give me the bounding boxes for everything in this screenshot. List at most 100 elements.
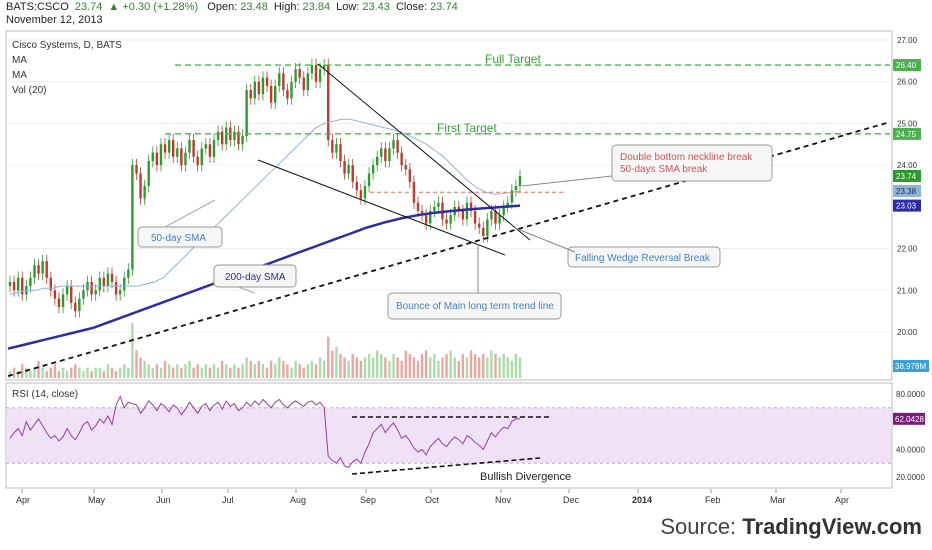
main-pane[interactable] — [5, 30, 893, 381]
volume-bar — [302, 367, 305, 378]
candle-body — [241, 135, 244, 145]
double-bottom-callout — [611, 144, 773, 182]
volume-bar — [110, 367, 114, 378]
candle-body — [82, 290, 85, 299]
bounce-text: Bounce of Main long term trend line — [396, 301, 554, 312]
rsi-line — [9, 395, 521, 468]
volume-bar — [506, 357, 509, 378]
candle-body — [123, 277, 126, 291]
candle-body — [176, 148, 179, 157]
volume-bar — [274, 364, 277, 378]
full-target-label: Full Target — [485, 52, 541, 66]
candle-body — [118, 290, 122, 295]
bullish-divergence-label: Bullish Divergence — [480, 471, 571, 483]
last-price: 23.74 — [74, 1, 103, 13]
candle-body — [98, 277, 101, 291]
candle-body — [400, 152, 403, 166]
close-value: 23.74 — [430, 1, 458, 13]
candle-body — [396, 140, 399, 153]
volume-bar — [388, 360, 391, 378]
rsi-legend: RSI (14, close) — [12, 389, 79, 400]
volume-bar — [478, 357, 481, 378]
candle-body — [469, 202, 473, 212]
candle-body — [225, 127, 228, 145]
volume-bar — [16, 371, 20, 378]
volume-bar — [135, 350, 138, 378]
candle-body — [473, 211, 477, 224]
volume-bar — [331, 350, 334, 378]
volume-bar — [167, 364, 171, 378]
price-badge — [893, 185, 921, 198]
volume-bar — [473, 353, 477, 378]
volume-bar — [363, 357, 367, 378]
rsi-band — [6, 407, 892, 464]
volume-bar — [196, 364, 199, 378]
candle-body — [220, 131, 224, 145]
candle-body — [310, 65, 314, 74]
volume-bar — [176, 364, 179, 378]
symbol-label: BATS:CSCO — [6, 1, 69, 13]
double-bottom-text-1: Double bottom neckline break — [620, 152, 753, 163]
price-badge — [893, 199, 921, 212]
candle-body — [261, 77, 265, 95]
double-bottom-pointer — [521, 175, 613, 187]
volume-bar — [21, 364, 24, 378]
price-change: ▲ +0.30 (+1.28%) — [108, 1, 199, 13]
candle-body — [335, 144, 338, 153]
volume-bar — [429, 357, 432, 378]
candle-body — [188, 140, 191, 153]
volume-bar — [163, 360, 167, 378]
volume-bar — [155, 364, 159, 378]
quote-date: November 12, 2013 — [6, 14, 103, 26]
legend-title: Cisco Systems, D, BATS — [12, 40, 122, 51]
time-tick-label: May — [88, 495, 106, 505]
price-tick-label: 24.00 — [897, 161, 918, 170]
price-badge — [893, 127, 921, 140]
candle-body — [274, 85, 277, 103]
candle-body — [257, 81, 261, 95]
volume-bar — [257, 360, 261, 378]
volume-bar — [461, 353, 465, 378]
candle-body — [151, 152, 154, 161]
volume-bar — [118, 367, 122, 378]
price-badge-label: 26.40 — [896, 61, 917, 70]
volume-bar — [318, 357, 322, 378]
time-tick-label: Jun — [156, 495, 171, 505]
candle-body — [416, 202, 420, 212]
sma200-text: 200-day SMA — [225, 272, 286, 283]
volume-bar — [225, 364, 228, 378]
volume-bar — [200, 367, 203, 378]
volume-bar — [510, 360, 514, 378]
candle-body — [404, 165, 407, 170]
candle-body — [155, 152, 159, 166]
price-tick-label: 20.00 — [897, 328, 918, 337]
volume-bar — [437, 360, 440, 378]
open-value: 23.48 — [240, 1, 268, 13]
candle-body — [478, 223, 481, 228]
candle-body — [192, 140, 195, 157]
volume-bar — [453, 357, 456, 378]
price-badge-label: 23.03 — [896, 202, 917, 211]
candle-body — [74, 302, 77, 312]
candle-body — [424, 215, 428, 224]
sma50-callout — [137, 226, 223, 248]
volume-bar — [486, 357, 489, 378]
candle-body — [127, 269, 130, 278]
volume-badge-label: 38.978M — [895, 362, 926, 371]
volume-bar — [261, 364, 265, 378]
low-value: 23.43 — [362, 1, 390, 13]
rsi-tick-label: 80.0000 — [896, 390, 925, 399]
price-badge-label: 24.75 — [896, 130, 917, 139]
volume-bar — [339, 353, 342, 378]
volume-bar — [290, 367, 293, 378]
candle-body — [420, 211, 424, 216]
volume-bar — [184, 364, 187, 378]
candle-body — [347, 165, 350, 174]
candle-body — [143, 186, 146, 199]
candle-body — [429, 211, 432, 224]
candle-body — [212, 140, 216, 157]
volume-bar — [416, 360, 420, 378]
wedge-lower-line — [257, 159, 506, 256]
volume-bar — [335, 347, 338, 378]
